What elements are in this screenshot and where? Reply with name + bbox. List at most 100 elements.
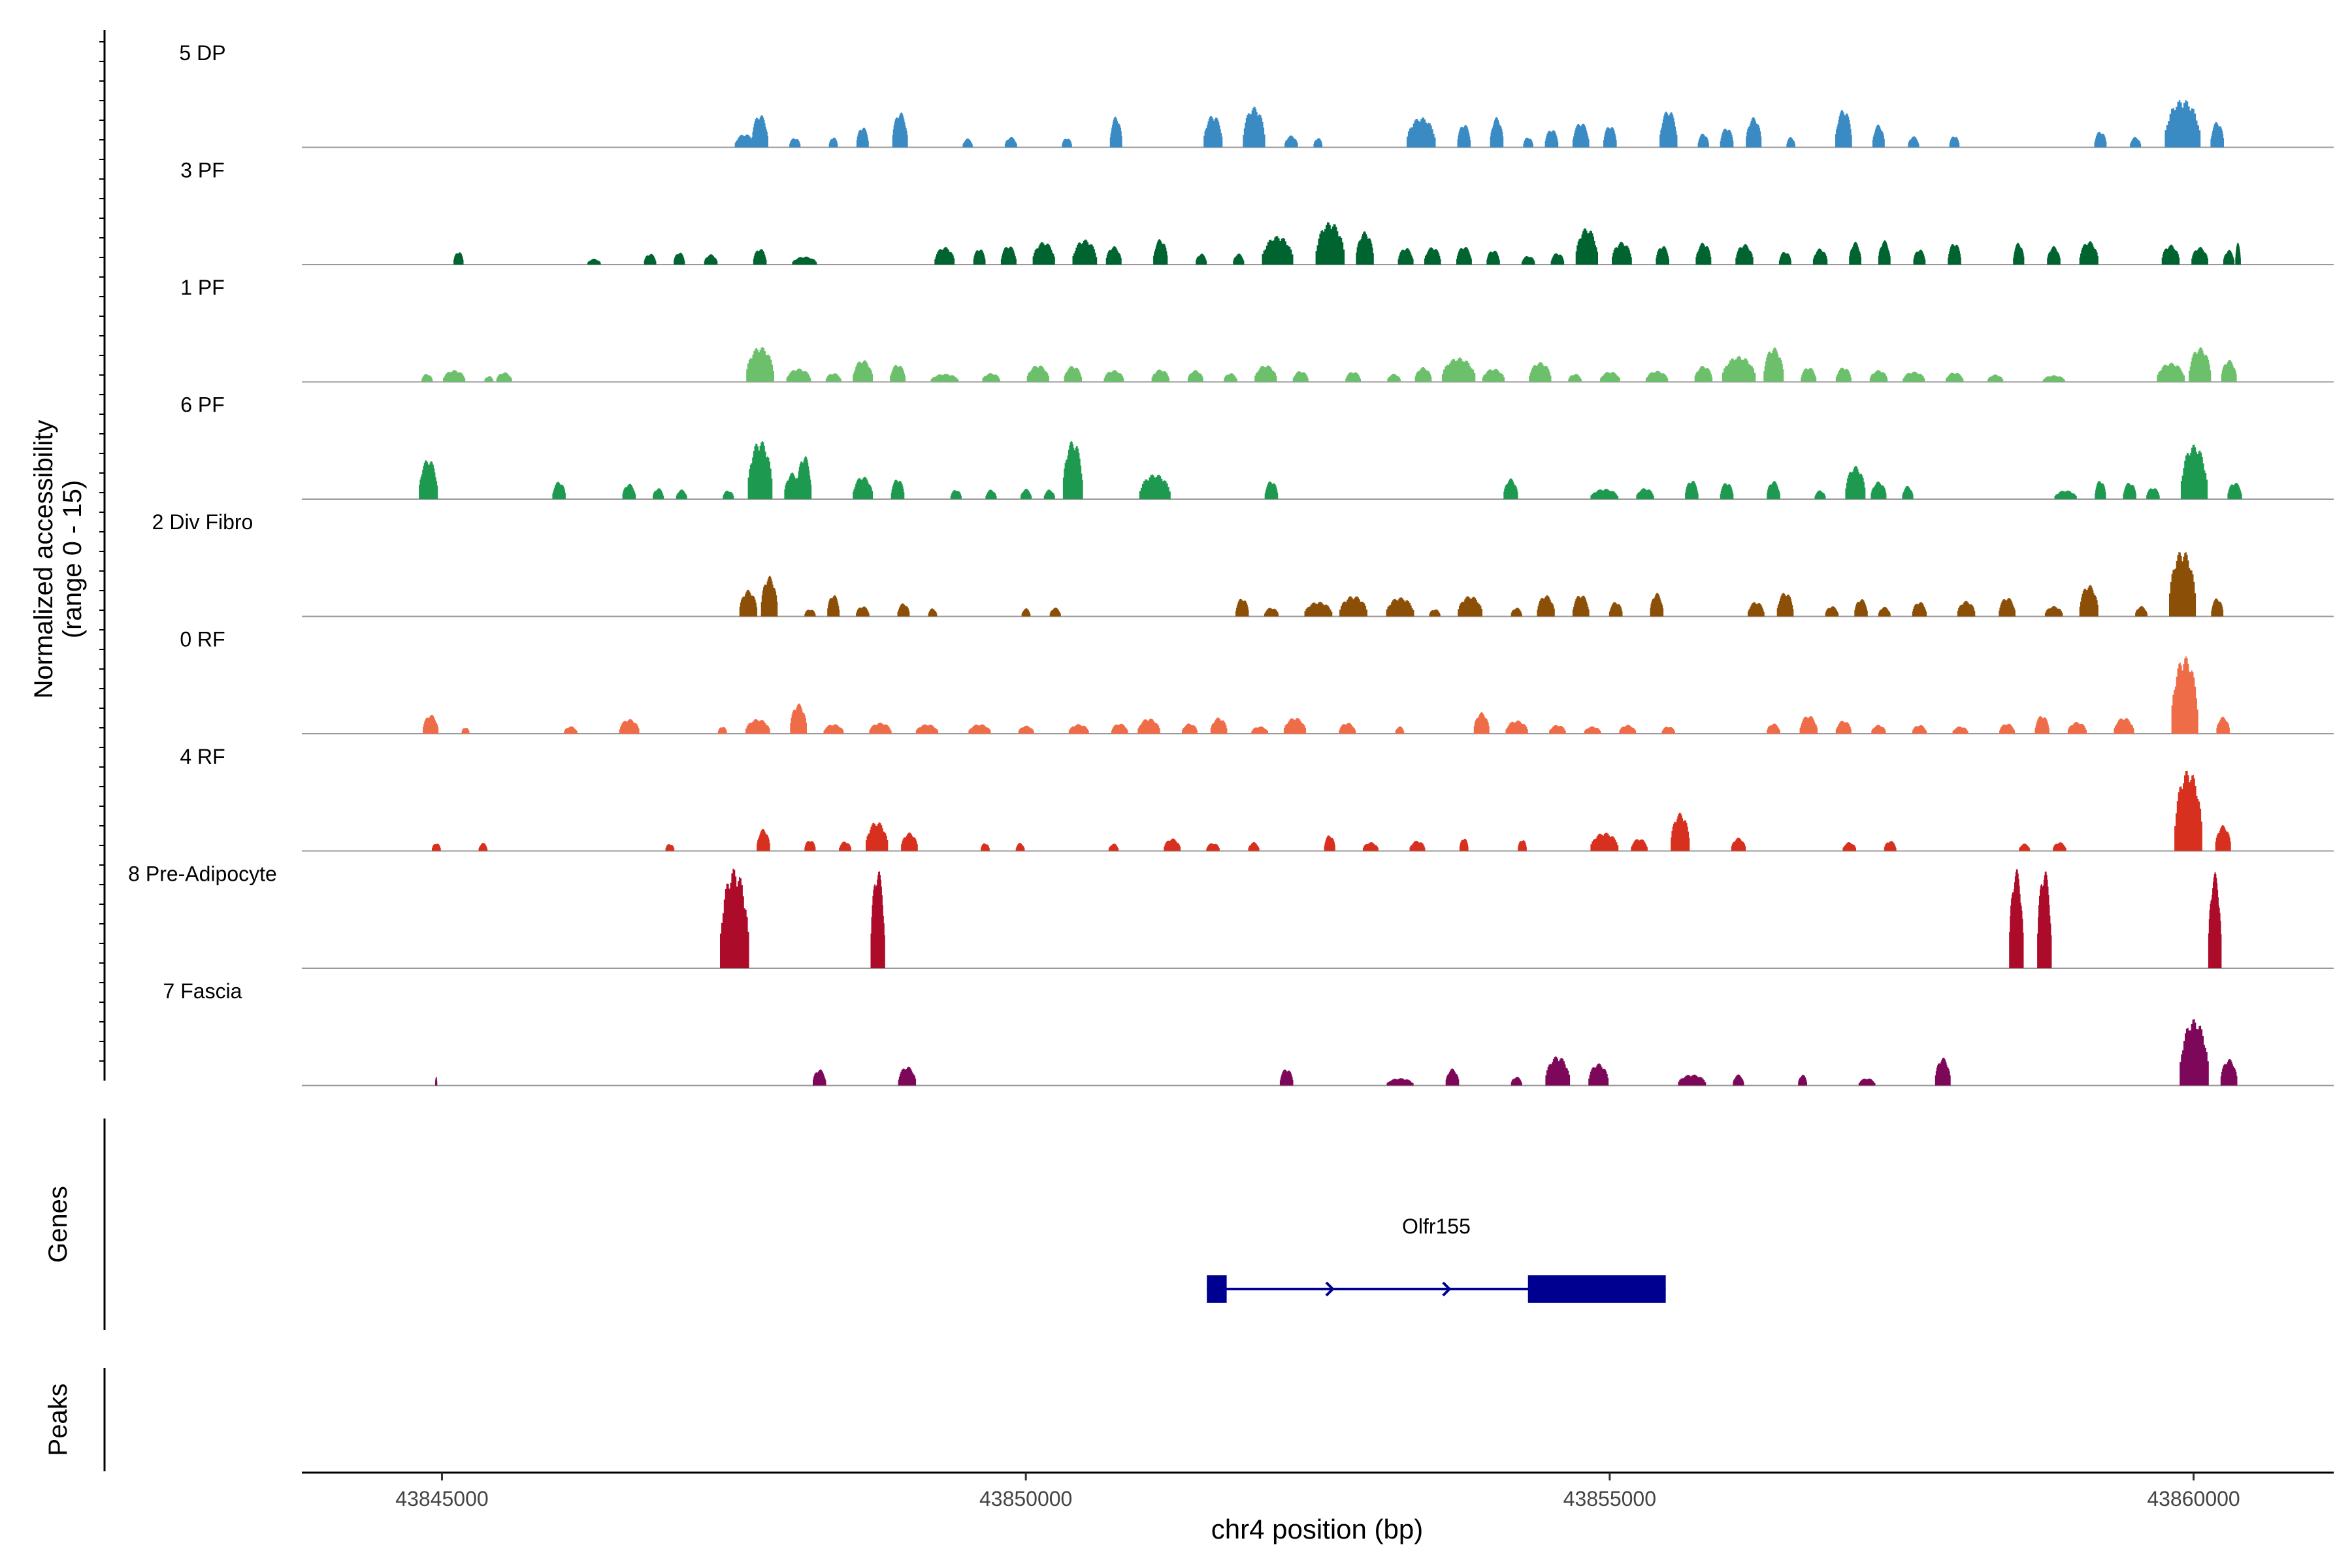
coverage-peak (1952, 726, 1968, 734)
coverage-peak (934, 247, 955, 265)
coverage-peak (2053, 490, 2077, 499)
coverage-peak (1575, 228, 1598, 265)
x-axis-ticks: 43845000 43850000 43855000 43860000 (395, 1473, 2240, 1511)
coverage-peak (2170, 656, 2198, 734)
track-3-pf: 3 PF (180, 159, 2334, 265)
coverage-peak (1735, 244, 1754, 265)
coverage-peak (1489, 117, 1504, 148)
coverage-peak (1901, 485, 1914, 499)
coverage-peak (828, 137, 838, 148)
coverage-peak (1998, 598, 2016, 617)
coverage-peak (495, 372, 512, 382)
coverage-peak (2012, 242, 2025, 265)
coverage-peak (2046, 246, 2061, 265)
coverage-peak (1745, 117, 1762, 148)
strand-arrow-icon (1208, 1281, 1218, 1297)
coverage-peak (1202, 116, 1223, 148)
coverage-peak (744, 719, 770, 734)
coverage-peak (2210, 122, 2224, 148)
coverage-peak (2129, 137, 2142, 148)
coverage-peak (1878, 606, 1891, 617)
coverage-peak (2187, 347, 2212, 382)
coverage-peak (2168, 552, 2197, 617)
coverage-peak (618, 719, 640, 734)
x-tick-label: 43855000 (1563, 1487, 1656, 1511)
coverage-peak (823, 724, 844, 734)
coverage-peak (1797, 1075, 1807, 1086)
coverage-peak (664, 844, 675, 851)
coverage-peak (1824, 606, 1839, 617)
coverage-peak (1878, 240, 1891, 265)
coverage-peak (851, 476, 873, 499)
coverage-peak (421, 374, 433, 382)
coverage-peak (1384, 597, 1414, 617)
coverage-peak (1181, 723, 1198, 734)
track-label: 3 PF (180, 159, 225, 182)
coverage-peak (1956, 600, 1976, 617)
coverage-peak (2052, 842, 2066, 851)
coverage-peak (734, 134, 755, 148)
coverage-peak (856, 127, 869, 148)
coverage-peak (417, 460, 438, 499)
coverage-peak (1676, 1074, 1707, 1086)
x-axis-title: chr4 position (bp) (1211, 1514, 1424, 1544)
coverage-peak (1854, 599, 1868, 617)
coverage-peak (1049, 608, 1061, 617)
strand-arrow-icon (1442, 1281, 1452, 1297)
coverage-peak (2235, 242, 2241, 265)
coverage-peak (1697, 133, 1709, 148)
coverage-peak (1137, 474, 1171, 499)
coverage-peak (1456, 596, 1482, 617)
coverage-peak (1486, 250, 1500, 265)
coverage-peak (1522, 137, 1533, 148)
coverage-peak (1395, 726, 1405, 734)
coverage-peak (1912, 250, 1926, 265)
coverage-peak (1521, 256, 1535, 265)
coverage-peak (1693, 366, 1713, 382)
track-label: 6 PF (180, 393, 225, 417)
coverage-peak (1658, 111, 1678, 148)
coverage-peak (676, 489, 687, 499)
coverage-peak (1618, 725, 1637, 734)
coverage-peak (1503, 478, 1518, 499)
track-8-pre-adipocyte: 8 Pre-Adipocyte (128, 862, 2334, 969)
coverage-peak (621, 483, 636, 499)
coverage-peak (2161, 244, 2180, 265)
coverage-peak (2044, 606, 2063, 617)
coverage-peak (2163, 100, 2201, 148)
coverage-peak (745, 347, 774, 382)
coverage-peak (1423, 247, 1441, 265)
coverage-peak (789, 138, 801, 148)
coverage-peak (1032, 242, 1055, 265)
coverage-peak (900, 832, 918, 851)
coverage-peak (1999, 723, 2016, 734)
coverage-peak (1589, 832, 1619, 851)
coverage-peak (1241, 106, 1266, 148)
coverage-peak (864, 822, 889, 851)
coverage-peak (1655, 246, 1669, 265)
coverage-peak (1481, 368, 1505, 382)
coverage-peak (2042, 375, 2065, 382)
coverage-peak (442, 370, 466, 382)
coverage-peak (1536, 595, 1555, 617)
coverage-peak (1884, 841, 1897, 851)
coverage-peak (1610, 242, 1632, 265)
coverage-peak (1812, 248, 1828, 265)
track-5-dp: 5 DP (179, 41, 2334, 148)
coverage-peak (1456, 125, 1471, 148)
coverage-peak (889, 365, 906, 382)
coverage-peak (1314, 222, 1345, 265)
coverage-peak (1232, 253, 1245, 265)
coverage-peak (2034, 716, 2050, 734)
coverage-peak (1571, 123, 1590, 148)
coverage-peak (981, 373, 1000, 382)
coverage-peak (1505, 720, 1528, 734)
coverage-peak (1405, 117, 1436, 148)
coverage-peak (2208, 872, 2222, 968)
coverage-peak (1247, 841, 1260, 851)
coverage-peak (1911, 725, 1927, 734)
coverage-peak (1063, 366, 1082, 382)
coverage-peak (752, 249, 767, 265)
coverage-peak (2220, 359, 2237, 382)
coverage-peak (896, 603, 910, 617)
